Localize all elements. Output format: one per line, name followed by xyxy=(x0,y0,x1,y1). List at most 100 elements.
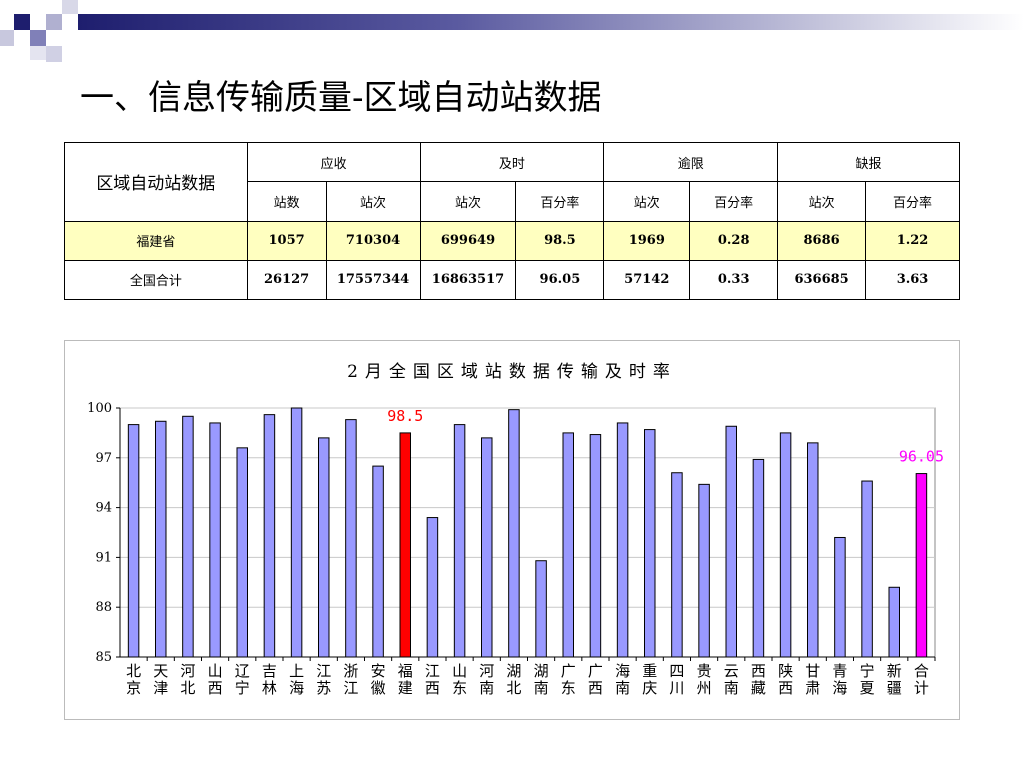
table-cell: 636685 xyxy=(777,259,867,301)
x-tick-label: 吉 xyxy=(262,662,277,680)
y-tick-label: 100 xyxy=(87,401,112,416)
header-gradient-bar xyxy=(78,14,1024,30)
chart-container: 2月全国区域站数据传输及时率 85 88 91 94 97 100 北京天津河北山西辽宁吉林… xyxy=(64,340,960,720)
x-tick-label: 津 xyxy=(153,679,168,697)
deco-square xyxy=(0,30,14,46)
x-tick-label: 西 xyxy=(751,662,766,680)
x-tick-label: 京 xyxy=(126,679,141,697)
x-tick-label: 西 xyxy=(778,679,793,697)
table-group-header: 应收 xyxy=(246,141,421,183)
x-tick-label: 江 xyxy=(343,679,358,697)
table-cell: 26127 xyxy=(246,259,327,301)
x-tick-label: 山 xyxy=(208,662,223,680)
data-label: 98.5 xyxy=(387,407,423,425)
x-tick-label: 辽 xyxy=(235,662,250,680)
x-tick-label: 西 xyxy=(588,679,603,697)
x-tick-label: 徽 xyxy=(371,679,386,697)
bar xyxy=(263,414,276,658)
x-tick-label: 甘 xyxy=(805,662,820,680)
table-group-header: 缺报 xyxy=(777,141,960,183)
deco-square xyxy=(46,46,62,62)
deco-square xyxy=(30,46,46,60)
x-tick-label: 海 xyxy=(289,679,304,697)
bar xyxy=(807,442,819,658)
row-name: 福建省 xyxy=(64,220,248,261)
table-subheader: 站次 xyxy=(325,181,421,222)
plot-area xyxy=(119,407,936,658)
bar-chart: 8588919497100北京天津河北山西辽宁吉林上海江苏浙江安徽福建江西山东河… xyxy=(87,401,944,697)
bar xyxy=(725,425,737,658)
x-tick-label: 林 xyxy=(262,679,277,697)
bar xyxy=(779,432,792,658)
x-tick-label: 河 xyxy=(180,662,195,680)
table-cell: 3.63 xyxy=(865,259,960,301)
table-subheader: 站数 xyxy=(246,181,327,222)
x-tick-label: 北 xyxy=(180,679,195,697)
bar xyxy=(861,480,873,658)
bar xyxy=(372,465,384,658)
table-cell: 0.28 xyxy=(689,220,779,261)
x-tick-label: 肃 xyxy=(805,679,820,697)
deco-square xyxy=(62,0,78,14)
table-cell: 98.5 xyxy=(515,220,605,261)
x-tick-label: 陕 xyxy=(778,662,793,680)
x-tick-label: 山 xyxy=(452,662,467,680)
bar xyxy=(752,458,765,658)
x-tick-label: 夏 xyxy=(860,679,875,697)
bar xyxy=(453,424,466,658)
slide-title: 一、信息传输质量-区域自动站数据 xyxy=(80,78,602,118)
table-cell: 57142 xyxy=(603,259,691,301)
x-tick-label: 建 xyxy=(398,679,413,697)
x-tick-label: 青 xyxy=(832,662,847,680)
y-tick-label: 91 xyxy=(95,550,112,565)
x-tick-label: 西 xyxy=(425,679,440,697)
x-tick-label: 上 xyxy=(289,662,304,680)
x-tick-label: 云 xyxy=(724,662,739,680)
x-tick-label: 西 xyxy=(208,679,223,697)
table-cell: 96.05 xyxy=(515,259,605,301)
x-tick-label: 安 xyxy=(371,662,386,680)
x-tick-label: 四 xyxy=(669,662,684,680)
table-subheader: 百分率 xyxy=(865,181,960,222)
table-cell: 710304 xyxy=(325,220,421,261)
bar xyxy=(209,422,221,658)
x-tick-label: 疆 xyxy=(887,679,902,697)
x-tick-label: 宁 xyxy=(860,662,875,680)
x-tick-label: 北 xyxy=(126,662,141,680)
bar xyxy=(508,409,520,658)
table-cell: 17557344 xyxy=(325,259,421,301)
x-tick-label: 州 xyxy=(697,679,712,697)
table-subheader: 百分率 xyxy=(689,181,779,222)
deco-square xyxy=(30,30,46,46)
table-corner-header: 区域自动站数据 xyxy=(64,142,248,222)
bar xyxy=(426,517,439,658)
x-tick-label: 苏 xyxy=(316,679,331,697)
x-tick-label: 福 xyxy=(398,662,413,680)
bar xyxy=(589,434,602,658)
x-tick-label: 江 xyxy=(425,662,440,680)
x-tick-label: 海 xyxy=(615,662,630,680)
x-tick-label: 海 xyxy=(832,679,847,697)
bar xyxy=(671,472,683,658)
x-tick-label: 庆 xyxy=(642,679,657,697)
bar xyxy=(915,473,928,658)
table-group-header: 及时 xyxy=(419,141,605,183)
table-cell: 699649 xyxy=(419,220,517,261)
x-tick-label: 川 xyxy=(669,679,684,697)
x-tick-label: 天 xyxy=(153,662,168,680)
x-tick-label: 宁 xyxy=(235,679,250,697)
x-tick-label: 东 xyxy=(452,679,467,697)
bar xyxy=(481,437,493,658)
table-group-header: 逾限 xyxy=(603,141,779,183)
table-cell: 1057 xyxy=(246,220,327,261)
table-cell: 16863517 xyxy=(419,259,517,301)
x-tick-label: 计 xyxy=(914,679,929,697)
table-cell: 8686 xyxy=(777,220,867,261)
bar xyxy=(562,432,574,658)
x-tick-label: 新 xyxy=(887,662,902,680)
bar xyxy=(290,407,303,658)
x-tick-label: 贵 xyxy=(697,662,712,680)
table-cell: 0.33 xyxy=(689,259,779,301)
x-tick-label: 合 xyxy=(914,662,929,680)
y-tick-label: 88 xyxy=(95,600,112,615)
